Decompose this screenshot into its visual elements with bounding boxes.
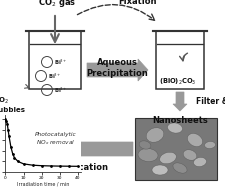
- Text: Bi$^{3+}$: Bi$^{3+}$: [54, 85, 67, 95]
- Text: Nanosheets: Nanosheets: [151, 116, 207, 125]
- Ellipse shape: [187, 133, 202, 146]
- Text: CO$_2$ gas: CO$_2$ gas: [38, 0, 76, 9]
- Polygon shape: [172, 92, 186, 111]
- Text: Bi$^{3+}$: Bi$^{3+}$: [54, 57, 67, 67]
- Ellipse shape: [159, 152, 176, 164]
- Text: CO$_2$
Bubbles: CO$_2$ Bubbles: [0, 96, 25, 113]
- Text: Bi$^{3+}$: Bi$^{3+}$: [48, 71, 61, 81]
- Ellipse shape: [137, 149, 157, 162]
- Ellipse shape: [193, 157, 205, 167]
- Text: Aqueous
Precipitation: Aqueous Precipitation: [86, 58, 148, 78]
- X-axis label: Irradiation time / min: Irradiation time / min: [17, 182, 69, 187]
- Ellipse shape: [182, 150, 196, 160]
- Ellipse shape: [146, 128, 163, 142]
- Text: Filter & Wash: Filter & Wash: [195, 98, 225, 106]
- Text: (BiO)$_2$CO$_3$: (BiO)$_2$CO$_3$: [159, 77, 196, 87]
- Bar: [134, 118, 216, 180]
- Text: Photocatalytic
NO$_x$ removal: Photocatalytic NO$_x$ removal: [35, 132, 76, 147]
- Ellipse shape: [167, 123, 182, 133]
- Polygon shape: [29, 31, 81, 89]
- Text: Application: Application: [54, 163, 108, 172]
- Text: Fixation: Fixation: [118, 0, 157, 6]
- FancyArrowPatch shape: [77, 5, 154, 20]
- Polygon shape: [87, 59, 147, 81]
- Ellipse shape: [172, 163, 186, 173]
- Ellipse shape: [204, 142, 214, 149]
- Ellipse shape: [151, 165, 167, 175]
- Polygon shape: [30, 138, 132, 160]
- Ellipse shape: [139, 141, 150, 149]
- Polygon shape: [155, 31, 203, 89]
